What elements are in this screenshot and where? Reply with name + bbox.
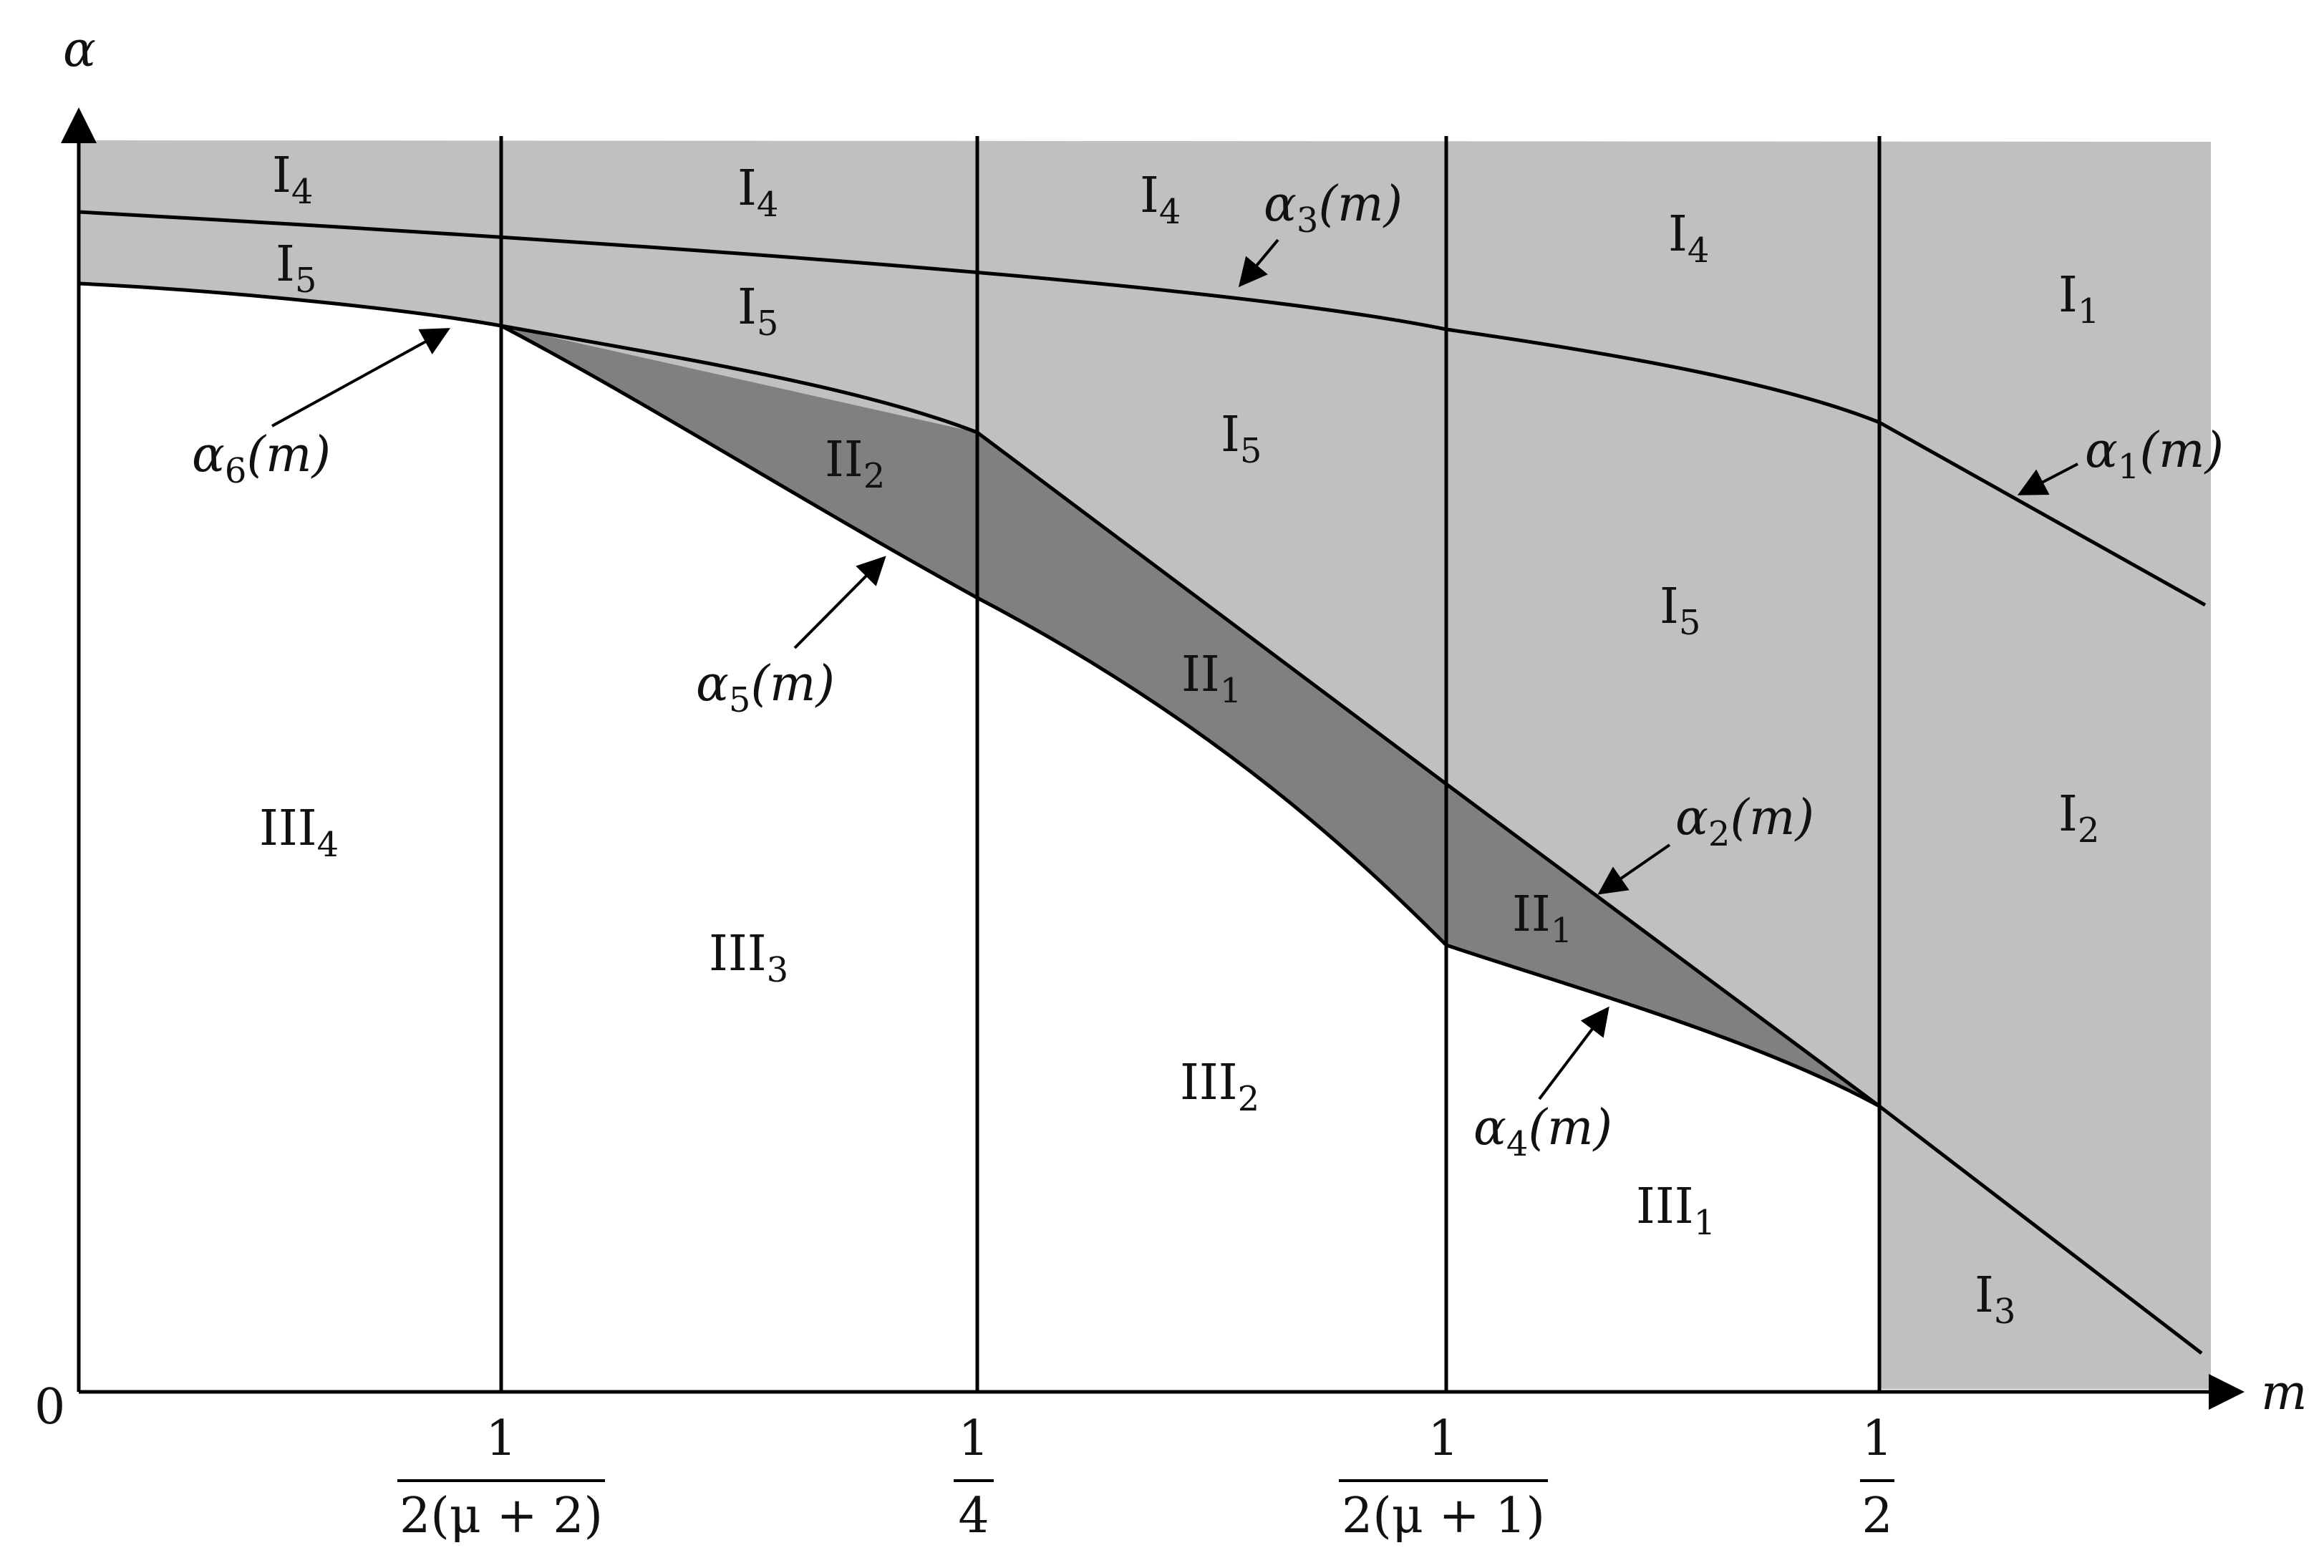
curve-label-alpha5: α5(m) <box>696 656 835 720</box>
arrow-alpha5 <box>793 556 886 649</box>
tick-denominator: 2 <box>1861 1488 1892 1544</box>
region-label-ii2: II2 <box>825 432 885 496</box>
region-label-i4: I4 <box>1140 168 1181 232</box>
region-type-ii-shading <box>501 326 1879 1106</box>
region-label-i4: I4 <box>1668 206 1709 271</box>
region-labels: I4 I4 I4 I4 I5 I5 I5 I5 I1 I2 I3 II2 II1… <box>259 147 2099 1332</box>
region-label-ii1: II1 <box>1512 886 1572 951</box>
region-label-i5: I5 <box>1221 407 1262 471</box>
curve-alpha5 <box>500 324 1448 947</box>
tick-1-over-2mu-plus-2: 1 2(μ + 2) <box>397 1410 605 1544</box>
region-label-iii4: III4 <box>259 800 339 865</box>
curve-label-alpha1: α1(m) <box>2085 422 2224 487</box>
axes <box>61 107 2245 1410</box>
tick-numerator: 1 <box>1428 1410 1458 1467</box>
region-label-i3: I3 <box>1975 1267 2015 1332</box>
curve-labels: α3(m) α1(m) α6(m) α5(m) α2(m) α4(m) <box>192 176 2224 1164</box>
boundary-curves <box>78 210 2207 1355</box>
region-label-iii1: III1 <box>1636 1179 1715 1243</box>
tick-denominator: 2(μ + 2) <box>400 1488 603 1544</box>
tick-1-over-2: 1 2 <box>1860 1410 1894 1544</box>
tick-denominator: 2(μ + 1) <box>1342 1488 1545 1544</box>
tick-numerator: 1 <box>958 1410 989 1467</box>
curve-alpha3-alpha1 <box>78 210 2207 607</box>
region-label-i4: I4 <box>737 160 778 225</box>
region-type-i-shading <box>79 140 2211 1389</box>
curve-label-alpha4: α4(m) <box>1473 1100 1612 1164</box>
curve-alpha2 <box>976 430 2203 1355</box>
curve-label-alpha2: α2(m) <box>1675 790 1814 854</box>
tick-numerator: 1 <box>485 1410 516 1467</box>
region-label-ii1: II1 <box>1181 647 1241 711</box>
region-label-i5: I5 <box>276 236 316 301</box>
region-label-i1: I1 <box>2058 267 2099 331</box>
x-axis-label: m <box>2261 1365 2307 1421</box>
arrow-alpha6 <box>271 328 451 427</box>
curve-alpha6 <box>78 281 502 328</box>
y-axis-label: α <box>63 21 96 78</box>
arrow-alpha4 <box>1538 1006 1609 1100</box>
region-label-i4: I4 <box>272 147 313 212</box>
tick-numerator: 1 <box>1861 1410 1892 1467</box>
arrow-alpha1 <box>2017 463 2078 495</box>
tick-labels: 1 2(μ + 2) 1 4 1 2(μ + 1) 1 2 <box>397 1410 1894 1544</box>
tick-denominator: 4 <box>958 1488 989 1544</box>
curve-alpha5-upper <box>500 324 978 435</box>
curve-label-alpha6: α6(m) <box>192 427 331 491</box>
region-label-iii2: III2 <box>1180 1055 1259 1119</box>
region-label-iii3: III3 <box>709 926 788 990</box>
origin-label: 0 <box>34 1379 65 1436</box>
region-label-i5: I5 <box>737 279 778 344</box>
tick-1-over-2mu-plus-1: 1 2(μ + 1) <box>1339 1410 1548 1544</box>
region-label-i5: I5 <box>1660 579 1700 643</box>
vertical-boundaries <box>499 136 1882 1392</box>
curve-label-alpha3: α3(m) <box>1264 176 1403 241</box>
arrow-alpha2 <box>1597 843 1671 895</box>
region-label-i2: I2 <box>2058 786 2099 851</box>
arrow-alpha3 <box>1238 238 1279 288</box>
tick-1-over-4: 1 4 <box>954 1410 994 1544</box>
curve-alpha4 <box>1446 943 1881 1108</box>
